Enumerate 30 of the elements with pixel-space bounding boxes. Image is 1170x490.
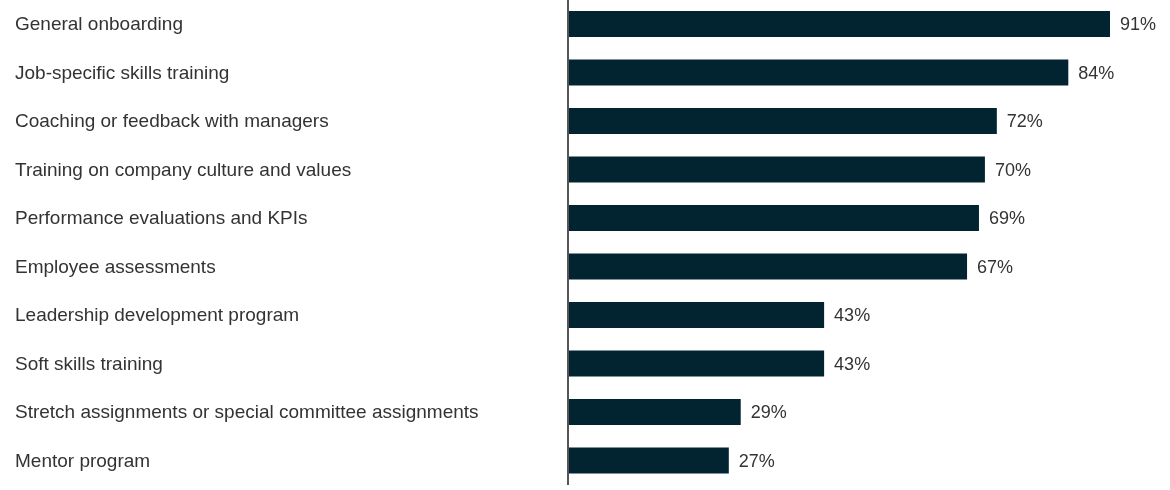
bar [568, 399, 741, 425]
data-label: 43% [834, 305, 871, 325]
data-label: 84% [1078, 62, 1115, 83]
y-tick-label: Coaching or feedback with managers [15, 110, 329, 132]
y-tick-label: Leadership development program [15, 304, 300, 326]
data-label: 91% [1120, 14, 1157, 34]
bar [568, 205, 979, 231]
y-tick-label: Employee assessments [15, 255, 216, 277]
y-tick-label: Soft skills training [15, 352, 163, 374]
y-tick-label: Training on company culture and values [15, 158, 352, 180]
bar [568, 302, 825, 328]
data-label: 67% [977, 256, 1014, 277]
data-label: 72% [1006, 111, 1043, 131]
data-label: 43% [834, 353, 871, 374]
y-tick-label: Stretch assignments or special committee assignments [15, 401, 479, 423]
bar [568, 447, 729, 474]
bar [568, 59, 1069, 86]
data-label: 27% [738, 450, 775, 471]
data-label: 69% [988, 208, 1025, 228]
bar [568, 253, 968, 280]
data-label: 29% [750, 402, 787, 422]
bar [568, 11, 1110, 37]
bar [568, 108, 997, 134]
y-tick-label: Job-specific skills training [15, 61, 230, 83]
y-tick-label: Performance evaluations and KPIs [15, 207, 308, 229]
bar [568, 350, 825, 377]
bar [568, 156, 985, 183]
y-tick-label: Mentor program [15, 449, 151, 471]
y-tick-label: General onboarding [15, 13, 183, 35]
data-label: 70% [994, 159, 1031, 180]
